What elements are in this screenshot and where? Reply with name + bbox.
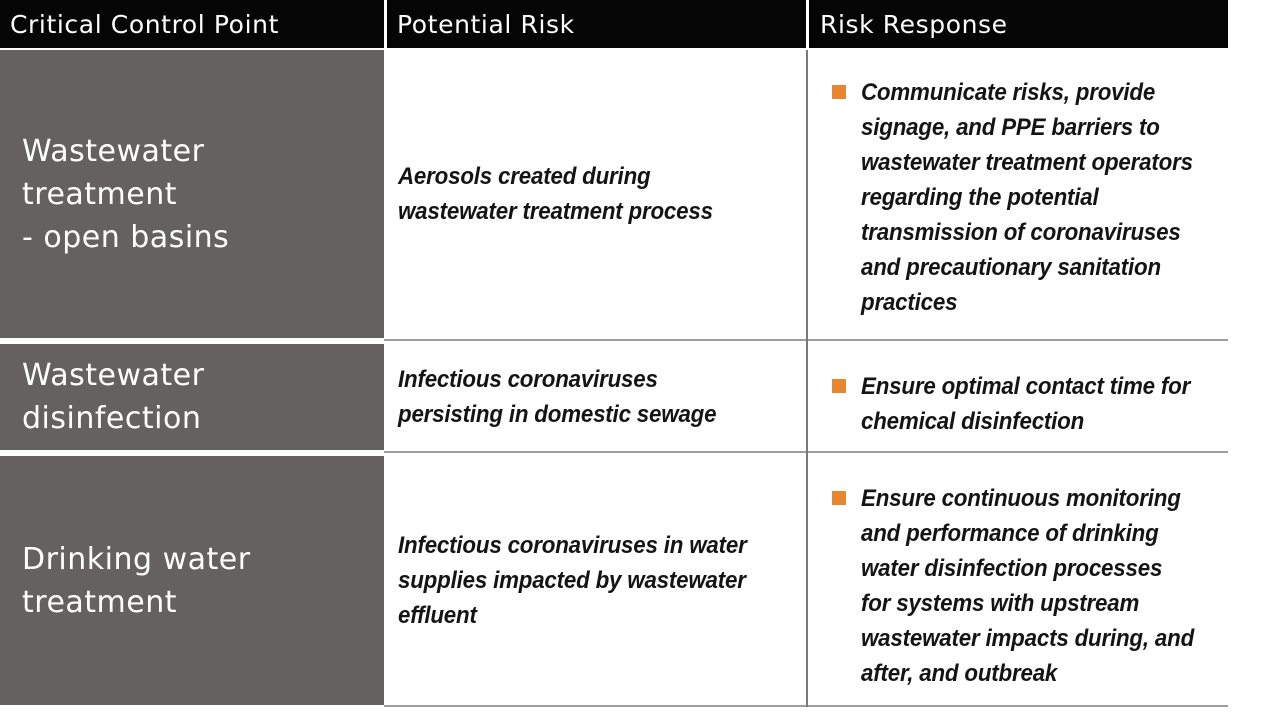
bullet-square-icon	[832, 491, 846, 505]
potential-risk-cell: Infectious coronaviruses persisting in d…	[384, 344, 806, 450]
control-point-text: Wastewater treatment - open basins	[22, 133, 230, 255]
risk-response-cell: Communicate risks, provide signage, and …	[809, 50, 1228, 338]
header-cell-risk-response: Risk Response	[809, 0, 1228, 48]
potential-risk-text: Infectious coronaviruses persisting in d…	[398, 366, 717, 428]
header-label: Potential Risk	[397, 9, 575, 39]
control-point-cell: Wastewater disinfection	[0, 344, 384, 450]
risk-response-text: Ensure optimal contact time for chemical…	[861, 373, 1191, 435]
risk-response-text: Ensure continuous monitoring and perform…	[861, 485, 1195, 687]
risk-response-cell: Ensure optimal contact time for chemical…	[809, 344, 1228, 450]
potential-risk-text: Infectious coronaviruses in water suppli…	[398, 532, 747, 629]
header-label: Critical Control Point	[10, 9, 279, 39]
header-label: Risk Response	[820, 9, 1008, 39]
potential-risk-text: Aerosols created during wastewater treat…	[398, 163, 713, 225]
header-cell-critical-control-point: Critical Control Point	[0, 0, 384, 48]
potential-risk-cell: Aerosols created during wastewater treat…	[384, 50, 806, 338]
column-divider-line	[806, 50, 808, 707]
control-point-text: Wastewater disinfection	[22, 358, 205, 436]
control-point-cell: Wastewater treatment - open basins	[0, 50, 384, 338]
bullet-square-icon	[832, 379, 846, 393]
header-cell-potential-risk: Potential Risk	[387, 0, 806, 48]
control-point-cell: Drinking water treatment	[0, 456, 384, 705]
bullet-square-icon	[832, 85, 846, 99]
control-point-text: Drinking water treatment	[22, 541, 251, 620]
risk-response-cell: Ensure continuous monitoring and perform…	[809, 456, 1228, 705]
potential-risk-cell: Infectious coronaviruses in water suppli…	[384, 456, 806, 705]
risk-response-text: Communicate risks, provide signage, and …	[861, 79, 1193, 316]
